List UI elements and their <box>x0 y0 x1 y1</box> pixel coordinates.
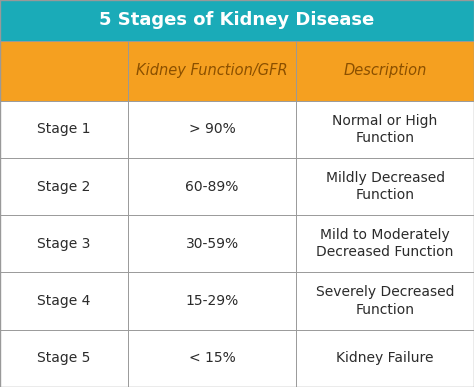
Text: 15-29%: 15-29% <box>185 294 239 308</box>
Text: Normal or High
Function: Normal or High Function <box>332 114 438 145</box>
Text: 30-59%: 30-59% <box>185 237 239 251</box>
Text: Kidney Function/GFR: Kidney Function/GFR <box>137 63 288 78</box>
Text: 5 Stages of Kidney Disease: 5 Stages of Kidney Disease <box>100 11 374 29</box>
Text: 60-89%: 60-89% <box>185 180 239 194</box>
Text: < 15%: < 15% <box>189 351 236 365</box>
Bar <box>0 101 474 158</box>
Text: Description: Description <box>344 63 427 78</box>
Text: Mild to Moderately
Decreased Function: Mild to Moderately Decreased Function <box>317 228 454 259</box>
Text: Stage 2: Stage 2 <box>37 180 91 194</box>
Bar <box>0 215 474 272</box>
Bar <box>0 158 474 215</box>
Bar <box>0 41 474 101</box>
Bar <box>0 330 474 387</box>
Text: > 90%: > 90% <box>189 122 236 136</box>
Text: Stage 5: Stage 5 <box>37 351 91 365</box>
Text: Stage 3: Stage 3 <box>37 237 91 251</box>
Text: Stage 1: Stage 1 <box>37 122 91 136</box>
Text: Kidney Failure: Kidney Failure <box>337 351 434 365</box>
Text: Severely Decreased
Function: Severely Decreased Function <box>316 286 455 317</box>
Text: Stage 4: Stage 4 <box>37 294 91 308</box>
Bar <box>0 272 474 330</box>
Bar <box>0 0 474 41</box>
Text: Mildly Decreased
Function: Mildly Decreased Function <box>326 171 445 202</box>
